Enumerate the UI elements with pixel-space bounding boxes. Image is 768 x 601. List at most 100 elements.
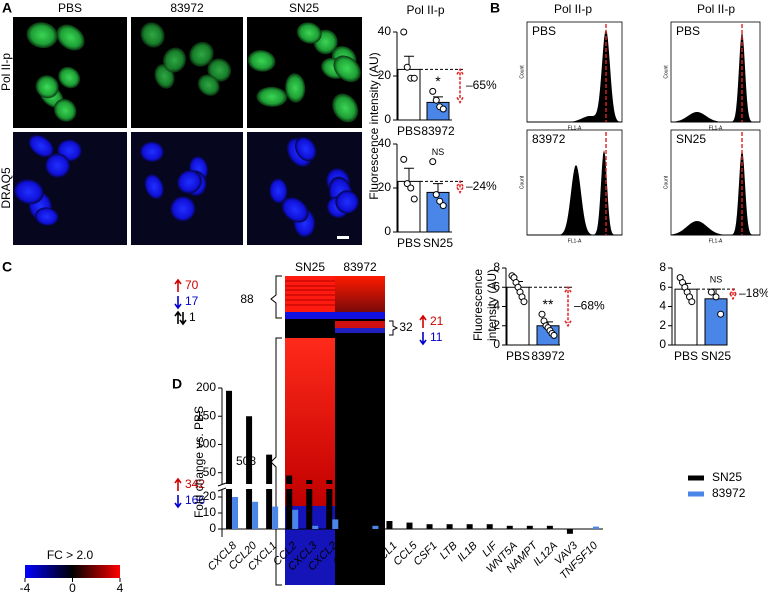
x-tick-label: CSF1 — [411, 540, 439, 568]
axis-label: FL1-A — [709, 125, 723, 131]
nucleus — [35, 75, 59, 99]
x-tick-label: PBS — [397, 236, 421, 250]
nucleus — [162, 47, 187, 73]
panel-label: B — [490, 0, 500, 16]
x-tick-label: SN25 — [423, 236, 453, 250]
colorbar-tick-label: 0 — [69, 581, 76, 595]
nucleus — [26, 22, 58, 49]
axis-label: Count — [519, 65, 525, 79]
bar — [312, 525, 319, 529]
nucleus — [256, 86, 288, 107]
change-arrow — [729, 287, 737, 301]
y-tick-label: 10 — [203, 505, 217, 519]
y-axis-label: intensity (AU) — [485, 269, 499, 341]
bracket — [270, 275, 282, 319]
column-label: 83972 — [343, 260, 377, 274]
bar — [386, 521, 393, 529]
change-label: –68% — [574, 299, 605, 313]
legend-label: 83972 — [712, 486, 746, 500]
nucleus — [189, 41, 214, 67]
data-point — [712, 293, 720, 301]
y-tick-label: 150 — [196, 408, 216, 422]
data-point — [410, 195, 418, 203]
change-label: –65% — [466, 78, 497, 92]
change-arrow — [564, 285, 572, 328]
data-point — [400, 28, 408, 36]
bar — [704, 298, 728, 346]
y-tick-label: 2 — [659, 318, 666, 332]
nucleus — [281, 197, 309, 223]
change-arrow — [456, 67, 464, 104]
significance: ** — [543, 296, 554, 312]
nucleus — [285, 73, 306, 103]
bar — [326, 489, 333, 529]
up-count: 21 — [430, 314, 444, 328]
arrow-icon — [419, 314, 427, 328]
panel-label: C — [2, 259, 12, 275]
column-label: 83972 — [170, 1, 204, 15]
y-tick-label: 0 — [493, 337, 500, 351]
bar — [246, 416, 253, 484]
heatmap-block — [285, 276, 335, 312]
nucleus — [34, 207, 59, 226]
data-point — [439, 202, 447, 210]
sample-label: PBS — [676, 24, 700, 38]
bar — [306, 480, 313, 484]
bar — [252, 501, 259, 529]
chart-title: Pol II-p — [406, 3, 444, 17]
y-tick-label: 8 — [659, 260, 666, 274]
bar — [486, 524, 493, 529]
change-label: –24% — [466, 179, 497, 193]
plot-title: Pol II-p — [697, 2, 735, 16]
nucleus — [58, 66, 81, 89]
arrow-icon — [174, 310, 182, 324]
bar — [506, 286, 530, 346]
y-tick-label: 0 — [659, 337, 666, 351]
bar — [232, 497, 239, 529]
group-total: 32 — [399, 320, 413, 334]
arrow-icon — [179, 312, 187, 326]
nucleus — [56, 24, 85, 51]
arrow-icon — [419, 332, 427, 346]
both-count: 1 — [189, 310, 196, 324]
axis-label: FL1-A — [568, 238, 582, 244]
bracket — [389, 320, 399, 336]
error-bar — [404, 167, 414, 182]
y-tick-label: 0 — [384, 224, 391, 238]
nucleus — [197, 74, 220, 96]
nucleus — [295, 136, 317, 162]
x-tick-label: PBS — [506, 349, 530, 363]
bar — [446, 524, 453, 529]
axis-label: FL1-A — [709, 238, 723, 244]
histogram — [527, 29, 622, 122]
significance: NS — [710, 275, 723, 285]
y-tick-label: 6 — [659, 279, 666, 293]
nucleus — [13, 179, 44, 205]
bar — [286, 475, 293, 484]
nucleus — [140, 22, 165, 48]
error-bar — [433, 183, 443, 193]
bar — [506, 525, 513, 529]
panel-label: A — [2, 0, 12, 16]
bar — [292, 509, 299, 529]
down-count: 166 — [185, 493, 205, 507]
group-total: 88 — [240, 292, 254, 306]
bar — [266, 489, 273, 529]
bar — [246, 489, 253, 529]
data-point — [550, 331, 558, 339]
significance: * — [435, 73, 441, 89]
down-count: 11 — [430, 330, 443, 344]
y-tick-label: 20 — [378, 180, 392, 194]
data-point — [439, 105, 447, 113]
nucleus — [269, 178, 288, 204]
panel-d: D — [172, 376, 182, 392]
bar — [346, 493, 353, 529]
data-point — [707, 288, 715, 296]
y-tick-label: 20 — [203, 489, 217, 503]
colorbar-label: FC > 2.0 — [47, 548, 94, 562]
change-arrow — [456, 179, 464, 194]
nucleus — [207, 58, 232, 82]
y-tick-label: 50 — [203, 465, 217, 479]
